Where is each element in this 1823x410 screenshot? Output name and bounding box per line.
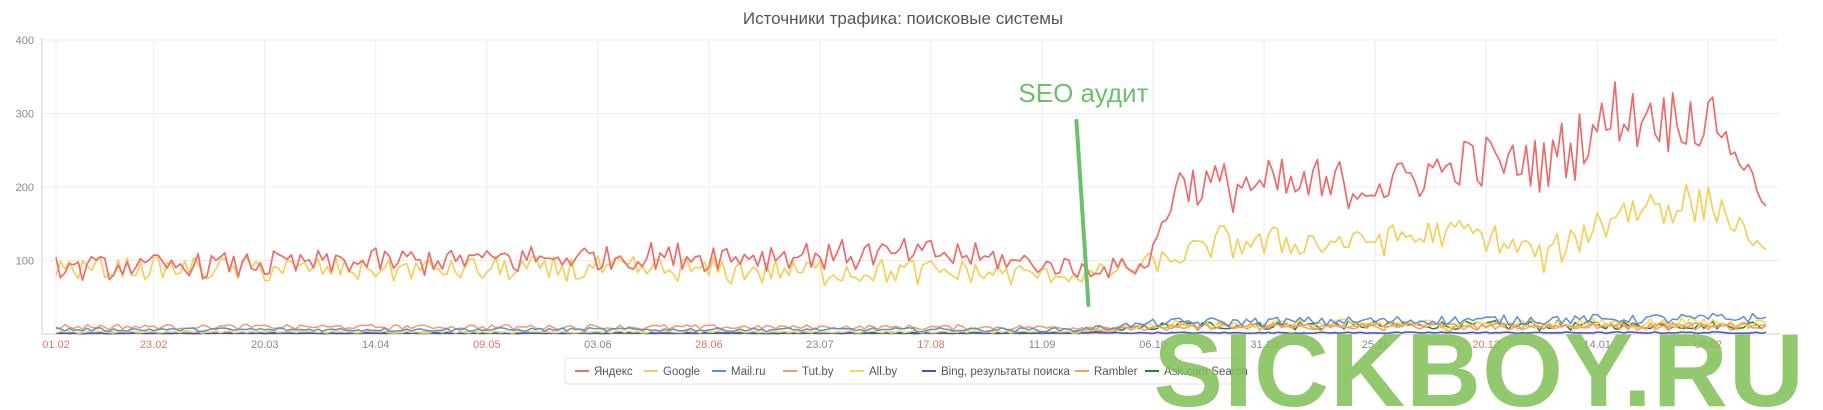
watermark-logo: SICKBOY.RU bbox=[1154, 313, 1805, 410]
x-tick-label: 23.07 bbox=[806, 339, 834, 351]
y-axis-ticks: 400 300 200 100 bbox=[16, 35, 34, 268]
chart-title: Источники трафика: поисковые системы bbox=[743, 9, 1063, 28]
series-line-3 bbox=[55, 321, 1767, 331]
legend: Яндекс Google Mail.ru Tut.by All.by Bing, рез… bbox=[564, 357, 1248, 385]
series-line-0 bbox=[55, 81, 1767, 282]
x-tick-label: 09.05 bbox=[473, 339, 501, 351]
legend-item[interactable]: Google bbox=[663, 366, 700, 378]
series-line-4 bbox=[55, 316, 1767, 334]
legend-item[interactable]: Tut.by bbox=[802, 366, 834, 378]
series-line-2 bbox=[55, 312, 1767, 333]
seo-audit-marker bbox=[1074, 119, 1091, 307]
seo-audit-label: SEO аудит bbox=[1018, 78, 1148, 108]
series-line-1 bbox=[55, 183, 1767, 287]
legend-item[interactable]: All.by bbox=[869, 366, 897, 378]
x-tick-label: 11.09 bbox=[1029, 339, 1056, 351]
x-tick-label: 28.06 bbox=[695, 339, 723, 351]
x-tick-label: 03.06 bbox=[584, 339, 612, 351]
series-lines bbox=[55, 81, 1767, 335]
series-line-5 bbox=[55, 331, 1767, 335]
x-tick-label: 20.03 bbox=[251, 339, 279, 351]
y-tick-label: 300 bbox=[16, 109, 34, 121]
x-tick-label: 23.02 bbox=[140, 339, 168, 351]
x-tick-label: 25.11 bbox=[1362, 339, 1389, 351]
legend-item[interactable]: Mail.ru bbox=[731, 366, 766, 378]
x-tick-label: 14.04 bbox=[362, 339, 390, 351]
x-tick-label: 14.01 bbox=[1583, 339, 1611, 351]
legend-item[interactable]: Bing, результаты поиска bbox=[941, 366, 1070, 378]
y-tick-label: 200 bbox=[16, 182, 34, 194]
y-tick-label: 400 bbox=[16, 35, 34, 47]
legend-item[interactable]: Яндекс bbox=[594, 366, 633, 378]
legend-item[interactable]: Ask.com Search bbox=[1164, 366, 1248, 378]
legend-box bbox=[564, 357, 1241, 385]
x-tick-label: 31.10 bbox=[1250, 339, 1278, 351]
x-tick-label: 08.02 bbox=[1694, 339, 1722, 351]
legend-item[interactable]: Rambler bbox=[1094, 366, 1138, 378]
x-tick-label: 06.10 bbox=[1139, 339, 1167, 351]
x-tick-label: 20.12 bbox=[1472, 339, 1500, 351]
x-axis-ticks: 01.02 23.02 20.03 14.04 09.05 03.06 28.06 23.07… bbox=[42, 339, 1722, 351]
x-tick-label: 17.08 bbox=[917, 339, 945, 351]
grid bbox=[41, 38, 1780, 335]
y-tick-label: 100 bbox=[16, 256, 34, 268]
seo-annotation: SEO аудит bbox=[1018, 78, 1149, 307]
x-tick-label: 01.02 bbox=[42, 339, 70, 351]
